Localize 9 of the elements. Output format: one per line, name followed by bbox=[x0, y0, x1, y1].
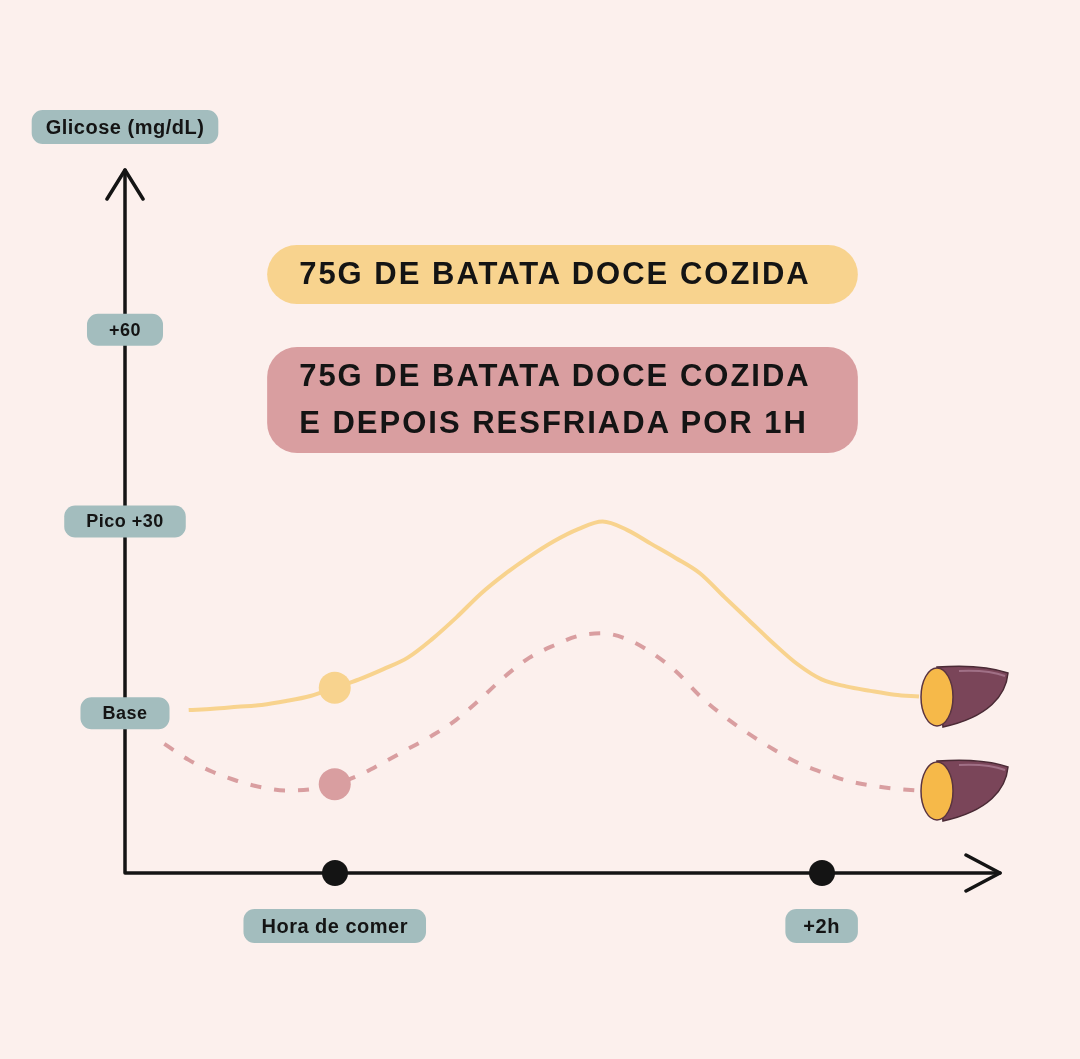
y-tick-label: Pico +30 bbox=[86, 511, 164, 532]
text: 75G DE BATATA DOCE COZIDA bbox=[299, 256, 811, 292]
line-series bbox=[186, 519, 921, 713]
x-tick-label: +2h bbox=[803, 914, 840, 937]
text: 75G DE BATATA DOCE COZIDA E DEPOIS RESFRIADA POR 1H bbox=[299, 358, 811, 441]
x-tick-label: Hora de comer bbox=[261, 914, 409, 937]
y-tick-label: Base bbox=[102, 703, 148, 724]
y-axis-title: Glicose (mg/dL) bbox=[45, 115, 205, 138]
y-tick-label: +60 bbox=[108, 319, 142, 340]
